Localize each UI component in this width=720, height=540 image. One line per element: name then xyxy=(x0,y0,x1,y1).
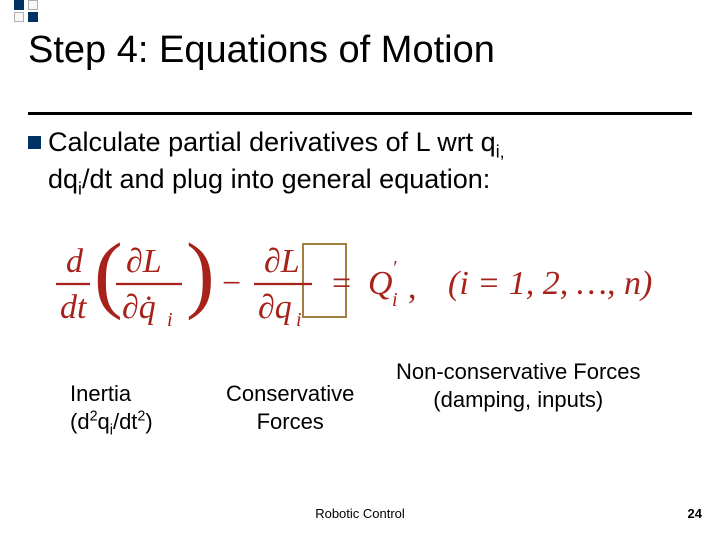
title-underline xyxy=(28,112,692,115)
label-inertia: Inertia (d2qi/dt2) xyxy=(70,380,153,440)
eq-dL2: ∂L xyxy=(264,243,300,280)
decor-square xyxy=(28,12,38,22)
label-inertia-sup1: 2 xyxy=(90,408,98,424)
footer-center: Robotic Control xyxy=(315,506,405,521)
eq-d: d xyxy=(66,243,84,280)
svg-text:=: = xyxy=(332,265,351,302)
corner-decor xyxy=(0,0,720,24)
eq-Q: Q xyxy=(368,265,393,302)
footer-page-number: 24 xyxy=(688,506,702,521)
decor-square xyxy=(28,0,38,10)
body-line1-sub: i, xyxy=(496,141,505,161)
body-paragraph: Calculate partial derivatives of L wrt q… xyxy=(48,126,680,201)
label-inertia-l1: Inertia xyxy=(70,381,131,406)
decor-square xyxy=(14,0,24,10)
body-line1-a: Calculate partial derivatives of L wrt q xyxy=(48,127,496,157)
body-line2-a: dq xyxy=(48,164,78,194)
svg-text:(: ( xyxy=(94,232,123,321)
eq-dt: dt xyxy=(60,289,88,326)
label-inertia-l2b: q xyxy=(98,409,110,434)
label-noncons-l1: Non-conservative Forces xyxy=(396,359,641,384)
title-area: Step 4: Equations of Motion xyxy=(28,30,692,72)
eq-dL1: ∂L xyxy=(126,243,162,280)
eq-dqdot-sub: i xyxy=(167,309,173,331)
bullet-square-icon xyxy=(28,136,41,149)
label-noncons-l2: (damping, inputs) xyxy=(433,387,603,412)
slide-title: Step 4: Equations of Motion xyxy=(28,30,692,72)
label-cons-l1: Conservative xyxy=(226,381,354,406)
eq-dq-sub: i xyxy=(296,309,302,331)
svg-text:−: − xyxy=(222,265,241,302)
eq-dq: ∂q xyxy=(258,289,292,326)
decor-square xyxy=(14,12,24,22)
label-inertia-l2d: ) xyxy=(145,409,152,434)
svg-text:): ) xyxy=(186,232,215,321)
label-inertia-l2c: /dt xyxy=(113,409,137,434)
footer: Robotic Control 24 xyxy=(0,506,720,528)
svg-text:,: , xyxy=(408,269,417,306)
label-nonconservative: Non-conservative Forces (damping, inputs… xyxy=(396,358,641,413)
eq-Q-sup: ′ xyxy=(392,257,397,279)
equation: d dt ( ) ∂L ∂q̇ i − ∂L ∂q i = Q ′ i , xyxy=(48,232,692,342)
body-line2-b: /dt and plug into general equation: xyxy=(82,164,490,194)
eq-Q-sub: i xyxy=(392,289,398,311)
label-inertia-l2a: (d xyxy=(70,409,90,434)
eq-index: (i = 1, 2, …, n) xyxy=(448,265,652,302)
eq-dqdot: ∂q̇ xyxy=(122,289,156,326)
label-conservative: Conservative Forces xyxy=(226,380,354,435)
label-cons-l2: Forces xyxy=(257,409,324,434)
